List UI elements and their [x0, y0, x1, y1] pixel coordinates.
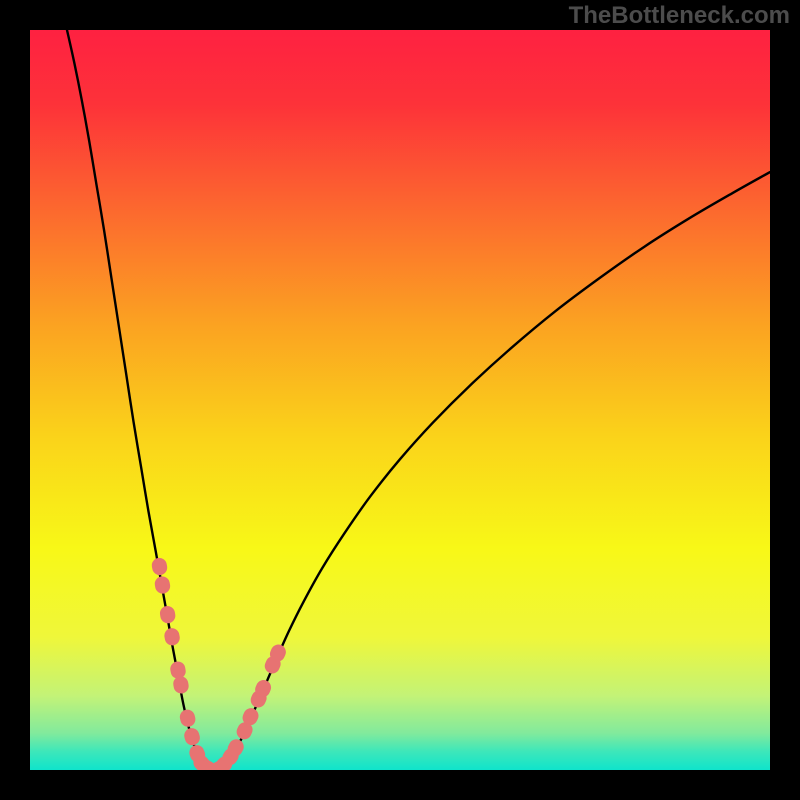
- gradient-background: [30, 30, 770, 770]
- chart-root: TheBottleneck.com: [0, 0, 800, 800]
- chart-svg: [30, 30, 770, 770]
- watermark-label: TheBottleneck.com: [569, 2, 790, 30]
- plot-area: [30, 30, 770, 770]
